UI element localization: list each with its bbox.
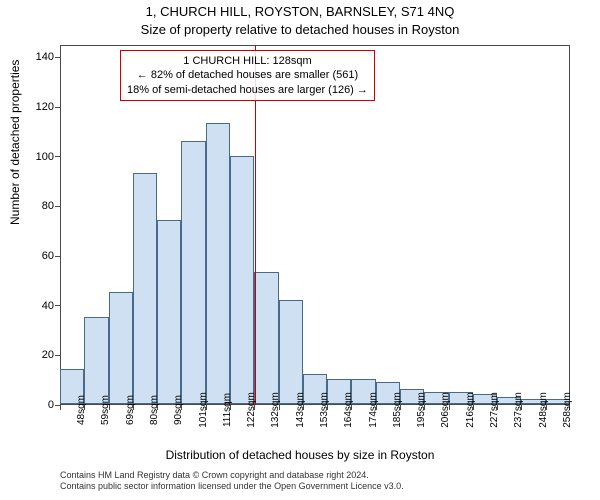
ytick-label: 20 [42,349,54,361]
histogram-bar [181,141,205,404]
xtick-label: 237sqm [513,392,524,428]
x-axis-label: Distribution of detached houses by size … [0,448,600,462]
ytick-label: 80 [42,200,54,212]
ytick-label: 60 [42,250,54,262]
xtick-label: 80sqm [149,395,160,425]
histogram-bar [84,317,108,404]
histogram-bar [206,123,230,404]
xtick-label: 101sqm [198,392,209,428]
footnote-line1: Contains HM Land Registry data © Crown c… [60,470,404,481]
callout-line2: ← 82% of detached houses are smaller (56… [127,68,368,82]
xtick-label: 90sqm [173,395,184,425]
page-title-main: 1, CHURCH HILL, ROYSTON, BARNSLEY, S71 4… [0,4,600,19]
histogram-bar [230,156,254,404]
xtick-label: 153sqm [319,392,330,428]
ytick-label: 120 [36,101,54,113]
xtick-label: 227sqm [489,392,500,428]
ytick-mark [55,156,60,157]
xtick-label: 195sqm [416,392,427,428]
ytick-label: 140 [36,51,54,63]
footnote-line2: Contains public sector information licen… [60,481,404,492]
histogram-bar [109,292,133,404]
ytick-mark [55,107,60,108]
xtick-label: 206sqm [440,392,451,428]
ytick-label: 0 [48,399,54,411]
xtick-label: 143sqm [295,392,306,428]
footnote: Contains HM Land Registry data © Crown c… [60,470,404,492]
xtick-mark [60,405,61,410]
ytick-label: 100 [36,151,54,163]
ytick-label: 40 [42,300,54,312]
xtick-label: 48sqm [76,395,87,425]
y-axis-label: Number of detached properties [8,60,22,225]
xtick-label: 248sqm [538,392,549,428]
xtick-label: 132sqm [270,392,281,428]
xtick-label: 164sqm [343,392,354,428]
histogram-bar [157,220,181,404]
histogram-bar [254,272,278,404]
page-title-sub: Size of property relative to detached ho… [0,22,600,37]
ytick-mark [55,305,60,306]
callout-box: 1 CHURCH HILL: 128sqm ← 82% of detached … [120,50,375,101]
ytick-mark [55,256,60,257]
xtick-label: 111sqm [222,393,233,427]
xtick-label: 69sqm [125,395,136,425]
histogram-bar [133,173,157,404]
xtick-label: 185sqm [392,392,403,428]
xtick-label: 174sqm [368,392,379,428]
ytick-mark [55,355,60,356]
xtick-label: 258sqm [562,392,573,428]
xtick-label: 216sqm [465,392,476,428]
ytick-mark [55,57,60,58]
ytick-mark [55,206,60,207]
callout-line3: 18% of semi-detached houses are larger (… [127,83,368,97]
histogram-bar [279,300,303,404]
xtick-label: 122sqm [246,392,257,428]
callout-line1: 1 CHURCH HILL: 128sqm [127,54,368,68]
xtick-label: 59sqm [100,395,111,425]
